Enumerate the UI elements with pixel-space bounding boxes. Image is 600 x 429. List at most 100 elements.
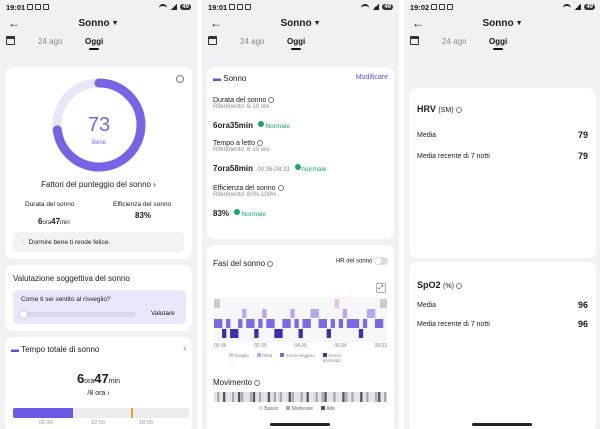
status-time: 19:01 — [6, 2, 26, 12]
movement-bar — [225, 392, 229, 402]
axis-label: 04:35 — [294, 343, 307, 349]
movement-bar — [282, 392, 285, 402]
calendar-icon[interactable] — [208, 36, 217, 45]
efficiency-value: 83% — [135, 211, 152, 220]
movement-bar — [258, 392, 262, 402]
tab-previous-day[interactable]: 24 ago — [442, 37, 467, 46]
notification-icon — [245, 4, 252, 10]
chevron-right-icon[interactable]: › — [183, 343, 186, 353]
chevron-down-icon[interactable]: ▼ — [313, 19, 321, 27]
legend-awake: Sveglio — [229, 353, 249, 363]
sleep-stage-segment — [298, 329, 303, 338]
movement-bar — [214, 392, 217, 402]
notification-icon — [447, 4, 454, 10]
chevron-down-icon[interactable]: ▼ — [515, 19, 523, 27]
info-icon[interactable] — [176, 75, 184, 83]
phases-title: Fasi del sonno — [213, 259, 274, 268]
sleep-stage-segment — [238, 319, 243, 328]
rate-button[interactable]: Valutare — [151, 310, 175, 317]
duration-hours: 6 — [38, 217, 43, 226]
info-icon[interactable] — [455, 282, 462, 289]
edit-button[interactable]: Modificare — [355, 74, 388, 81]
movement-bar — [285, 392, 288, 402]
rating-slider[interactable] — [19, 310, 136, 319]
wifi-icon — [159, 4, 168, 10]
notification-icon — [43, 4, 50, 10]
movement-title-text: Movimento — [213, 378, 253, 387]
tab-today[interactable]: Oggi — [85, 37, 104, 46]
total-sleep-value: 6ora47min — [5, 370, 192, 388]
metric-label-text: Durata del sonno — [213, 97, 267, 104]
movement-bar — [264, 392, 268, 402]
spo2-avg-value: 96 — [577, 300, 588, 310]
sleep-stage-segment — [350, 319, 356, 328]
date-tabs: 24 ago Oggi — [404, 32, 600, 52]
chevron-down-icon[interactable]: ▼ — [111, 19, 119, 27]
metric-label-text: Efficienza del sonno — [213, 185, 276, 192]
page-title[interactable]: Sonno — [280, 17, 312, 29]
movement-strip — [214, 392, 387, 402]
info-icon[interactable] — [277, 185, 284, 192]
metric-value: 7ora58min — [213, 164, 254, 173]
axis-label: 00:36 — [214, 343, 227, 349]
metric-reference: Riferimento: 6-10 ore — [213, 104, 270, 110]
daily-timeline — [13, 408, 189, 418]
sleep-stage-segment — [354, 319, 360, 328]
movement-bar — [231, 392, 235, 402]
movement-bar — [249, 392, 253, 402]
notification-icon — [27, 4, 34, 10]
tab-today[interactable]: Oggi — [489, 37, 508, 46]
movement-bar — [339, 392, 342, 402]
movement-legend: Basso Moderare Alto — [259, 406, 335, 412]
movement-bar — [315, 392, 318, 402]
spo2-avg-label: Media — [417, 302, 437, 309]
movement-bar — [297, 392, 300, 402]
expand-icon[interactable]: ⤢ — [376, 283, 386, 293]
sleep-goal[interactable]: /8 ora › — [87, 390, 110, 397]
info-icon[interactable] — [268, 97, 275, 104]
info-icon[interactable] — [254, 379, 261, 386]
rating-box[interactable]: Come ti sei sentito al risveglio? Valuta… — [13, 290, 186, 324]
back-arrow-icon[interactable]: ← — [210, 16, 222, 30]
sleep-details-card: ▬ Sonno Modificare Durata del sonno Rife… — [207, 67, 394, 239]
sleep-stage-segment — [270, 319, 275, 328]
movement-bar — [360, 392, 363, 402]
movement-bar — [327, 392, 330, 402]
movement-bar — [303, 392, 306, 402]
movement-bar — [342, 392, 345, 402]
score-factors-link[interactable]: Fattori del punteggio del sonno › — [41, 180, 156, 189]
sleep-stage-segment — [274, 329, 279, 338]
tab-previous-day[interactable]: 24 ago — [38, 37, 63, 46]
info-icon[interactable] — [257, 140, 264, 147]
sleep-stage-segment — [342, 309, 348, 318]
phone-screen-details: 19:01 49 ← Sonno ▼ 24 ago Oggi ▬ Sonno Mo… — [202, 0, 399, 429]
info-icon[interactable] — [267, 260, 274, 267]
bed-icon: ▬ — [213, 74, 221, 83]
movement-bar — [222, 392, 226, 402]
metric-reference: Riferimento: 80%-100% — [213, 192, 277, 198]
slider-handle[interactable] — [19, 310, 28, 319]
notification-icon — [35, 4, 42, 10]
status-time: 19:02 — [410, 2, 430, 12]
back-arrow-icon[interactable]: ← — [8, 16, 20, 30]
hr-toggle-switch[interactable] — [374, 257, 388, 265]
info-icon[interactable] — [455, 106, 462, 113]
page-title[interactable]: Sonno — [482, 17, 514, 29]
movement-bar — [318, 392, 321, 402]
minutes-unit: min — [60, 220, 70, 226]
sleep-stage-segment — [326, 329, 331, 338]
tab-previous-day[interactable]: 24 ago — [240, 37, 265, 46]
calendar-icon[interactable] — [410, 36, 419, 45]
sleep-stage-segment — [250, 319, 255, 328]
spo2-title: SpO2 (%) — [417, 280, 462, 290]
tab-today[interactable]: Oggi — [287, 37, 306, 46]
calendar-icon[interactable] — [6, 36, 15, 45]
movement-bar — [276, 392, 280, 402]
phase-legend: Sveglio REM Sonno leggero Sonno profondo — [229, 353, 343, 363]
page-title[interactable]: Sonno — [78, 17, 110, 29]
hrv-recent-value: 79 — [577, 151, 588, 161]
movement-bar — [378, 392, 381, 402]
sleep-stage-segment — [282, 319, 287, 328]
back-arrow-icon[interactable]: ← — [412, 16, 424, 30]
spo2-unit: (%) — [443, 283, 454, 290]
